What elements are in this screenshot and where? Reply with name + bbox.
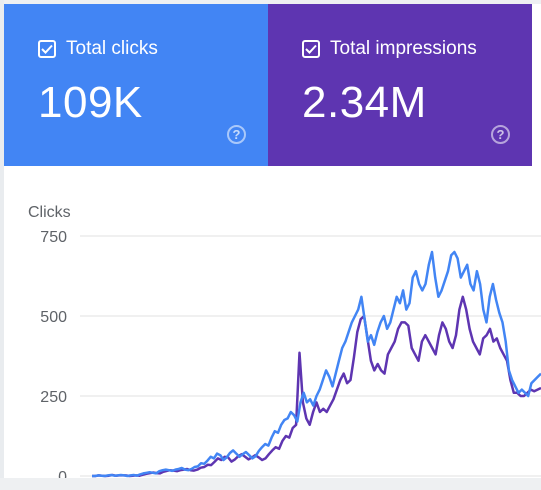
checkbox-checked-icon[interactable]	[302, 40, 320, 58]
total-clicks-header: Total clicks	[38, 38, 158, 60]
total-impressions-value: 2.34M	[302, 78, 427, 127]
total-clicks-value: 109K	[38, 78, 143, 127]
y-tick-label: 250	[40, 389, 67, 406]
total-impressions-header: Total impressions	[302, 38, 477, 60]
y-tick-label: 500	[40, 309, 67, 326]
clicks-series-line	[92, 250, 541, 478]
performance-chart: Clicks 750 500 250 0	[28, 204, 541, 478]
total-clicks-card[interactable]: Total clicks 109K ?	[4, 4, 268, 166]
help-circle-icon[interactable]: ?	[227, 125, 246, 144]
frame-top	[0, 0, 541, 4]
y-tick-label: 0	[58, 469, 67, 478]
y-tick-label: 750	[40, 229, 67, 246]
total-impressions-label: Total impressions	[330, 38, 477, 59]
series-lines	[92, 250, 541, 478]
frame-left	[0, 0, 4, 490]
y-tick-labels: 750 500 250 0	[40, 229, 67, 478]
checkbox-checked-icon[interactable]	[38, 40, 56, 58]
total-impressions-card[interactable]: Total impressions 2.34M ?	[268, 4, 532, 166]
total-clicks-label: Total clicks	[66, 38, 158, 59]
impressions-series-line	[92, 295, 541, 478]
gridlines	[80, 235, 541, 477]
help-circle-icon[interactable]: ?	[491, 125, 510, 144]
frame-bottom	[0, 478, 541, 490]
y-axis-title: Clicks	[28, 204, 71, 221]
